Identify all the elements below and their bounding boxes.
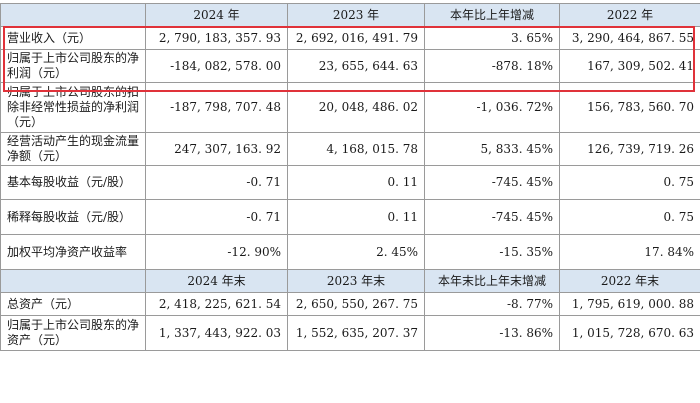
value-cell: -1, 036. 72% — [424, 82, 560, 133]
value-cell: 2, 692, 016, 491. 79 — [287, 26, 425, 50]
table-row: 归属于上市公司股东的净利润（元） -184, 082, 578. 00 23, … — [0, 49, 700, 83]
value-cell: -745. 45% — [424, 165, 560, 200]
value-cell: 5, 833. 45% — [424, 132, 560, 166]
header-cell: 2024 年 — [145, 3, 288, 27]
value-cell: -0. 71 — [145, 199, 288, 235]
value-cell: 4, 168, 015. 78 — [287, 132, 425, 166]
row-label: 稀释每股收益（元/股） — [0, 199, 146, 235]
value-cell: -15. 35% — [424, 234, 560, 270]
header-cell — [0, 269, 146, 293]
row-label: 归属于上市公司股东的扣除非经常性损益的净利润（元） — [0, 82, 146, 133]
value-cell: -12. 90% — [145, 234, 288, 270]
value-cell: 1, 337, 443, 922. 03 — [145, 315, 288, 351]
header-cell: 2023 年 — [287, 3, 425, 27]
value-cell: 2, 790, 183, 357. 93 — [145, 26, 288, 50]
value-cell: -0. 71 — [145, 165, 288, 200]
table-row: 归属于上市公司股东的扣除非经常性损益的净利润（元） -187, 798, 707… — [0, 82, 700, 133]
value-cell: -13. 86% — [424, 315, 560, 351]
value-cell: 126, 739, 719. 26 — [559, 132, 700, 166]
value-cell: 3, 290, 464, 867. 55 — [559, 26, 700, 50]
header-cell: 2023 年末 — [287, 269, 425, 293]
value-cell: 17. 84% — [559, 234, 700, 270]
table-row: 基本每股收益（元/股） -0. 71 0. 11 -745. 45% 0. 75 — [0, 165, 700, 200]
row-label: 总资产（元） — [0, 292, 146, 316]
value-cell: 20, 048, 486. 02 — [287, 82, 425, 133]
header-cell: 2022 年末 — [559, 269, 700, 293]
row-label: 基本每股收益（元/股） — [0, 165, 146, 200]
table-header-row: 2024 年 2023 年 本年比上年增减 2022 年 — [0, 3, 700, 27]
value-cell: 1, 795, 619, 000. 88 — [559, 292, 700, 316]
value-cell: 1, 015, 728, 670. 63 — [559, 315, 700, 351]
row-label: 经营活动产生的现金流量净额（元） — [0, 132, 146, 166]
row-label: 归属于上市公司股东的净资产（元） — [0, 315, 146, 351]
row-label: 营业收入（元） — [0, 26, 146, 50]
header-cell: 本年末比上年末增减 — [424, 269, 560, 293]
header-cell: 本年比上年增减 — [424, 3, 560, 27]
table-row: 归属于上市公司股东的净资产（元） 1, 337, 443, 922. 03 1,… — [0, 315, 700, 351]
value-cell: -187, 798, 707. 48 — [145, 82, 288, 133]
value-cell: -8. 77% — [424, 292, 560, 316]
value-cell: 3. 65% — [424, 26, 560, 50]
table-row: 营业收入（元） 2, 790, 183, 357. 93 2, 692, 016… — [0, 26, 700, 50]
value-cell: 0. 11 — [287, 199, 425, 235]
table-row: 加权平均净资产收益率 -12. 90% 2. 45% -15. 35% 17. … — [0, 234, 700, 270]
financial-summary-table: 2024 年 2023 年 本年比上年增减 2022 年 营业收入（元） 2, … — [0, 3, 700, 351]
header-cell — [0, 3, 146, 27]
value-cell: 1, 552, 635, 207. 37 — [287, 315, 425, 351]
value-cell: -745. 45% — [424, 199, 560, 235]
value-cell: 0. 11 — [287, 165, 425, 200]
value-cell: 167, 309, 502. 41 — [559, 49, 700, 83]
row-label: 归属于上市公司股东的净利润（元） — [0, 49, 146, 83]
value-cell: 2. 45% — [287, 234, 425, 270]
table-row: 总资产（元） 2, 418, 225, 621. 54 2, 650, 550,… — [0, 292, 700, 316]
value-cell: -878. 18% — [424, 49, 560, 83]
value-cell: 2, 650, 550, 267. 75 — [287, 292, 425, 316]
table-header-row: 2024 年末 2023 年末 本年末比上年末增减 2022 年末 — [0, 269, 700, 293]
table-row: 稀释每股收益（元/股） -0. 71 0. 11 -745. 45% 0. 75 — [0, 199, 700, 235]
value-cell: 2, 418, 225, 621. 54 — [145, 292, 288, 316]
value-cell: 23, 655, 644. 63 — [287, 49, 425, 83]
value-cell: 156, 783, 560. 70 — [559, 82, 700, 133]
value-cell: 0. 75 — [559, 199, 700, 235]
value-cell: 0. 75 — [559, 165, 700, 200]
value-cell: -184, 082, 578. 00 — [145, 49, 288, 83]
row-label: 加权平均净资产收益率 — [0, 234, 146, 270]
header-cell: 2024 年末 — [145, 269, 288, 293]
header-cell: 2022 年 — [559, 3, 700, 27]
value-cell: 247, 307, 163. 92 — [145, 132, 288, 166]
table-row: 经营活动产生的现金流量净额（元） 247, 307, 163. 92 4, 16… — [0, 132, 700, 166]
